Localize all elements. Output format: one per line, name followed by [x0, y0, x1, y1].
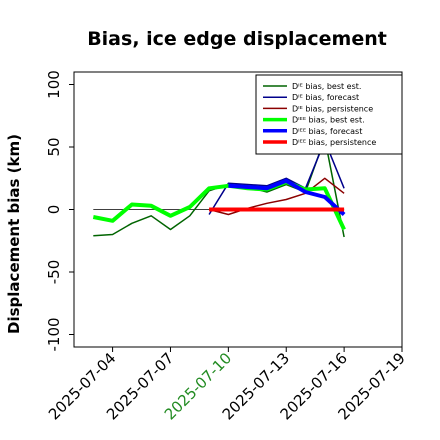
- y-tick-label: 0: [45, 205, 63, 215]
- legend: Dᴵᴱ bias, best est. Dᴵᴱ bias, forecast Dᴵᴱ…: [255, 74, 403, 155]
- legend-entry: Dᴵᴱᴱ bias, persistence: [292, 138, 376, 147]
- legend-entry: Dᴵᴱ bias, best est.: [292, 82, 361, 91]
- y-tick-label: 100: [45, 70, 63, 99]
- y-tick-label: -100: [45, 317, 63, 351]
- y-axis-label: Displacement bias (km): [5, 134, 23, 334]
- legend-entry: Dᴵᴱ bias, persistence: [292, 104, 373, 113]
- series-line-5: [228, 178, 346, 216]
- legend-entry: Dᴵᴱ bias, forecast: [292, 93, 359, 102]
- legend-entry: Dᴵᴱᴱ bias, forecast: [292, 127, 362, 136]
- series-line-3: [208, 177, 345, 216]
- y-tick-label: 50: [45, 137, 63, 156]
- series-lines: [92, 137, 346, 238]
- legend-entry: Dᴵᴱᴱ bias, best est.: [292, 116, 365, 125]
- y-tick-label: -50: [45, 260, 63, 285]
- chart-title: Bias, ice edge displacement: [87, 28, 387, 50]
